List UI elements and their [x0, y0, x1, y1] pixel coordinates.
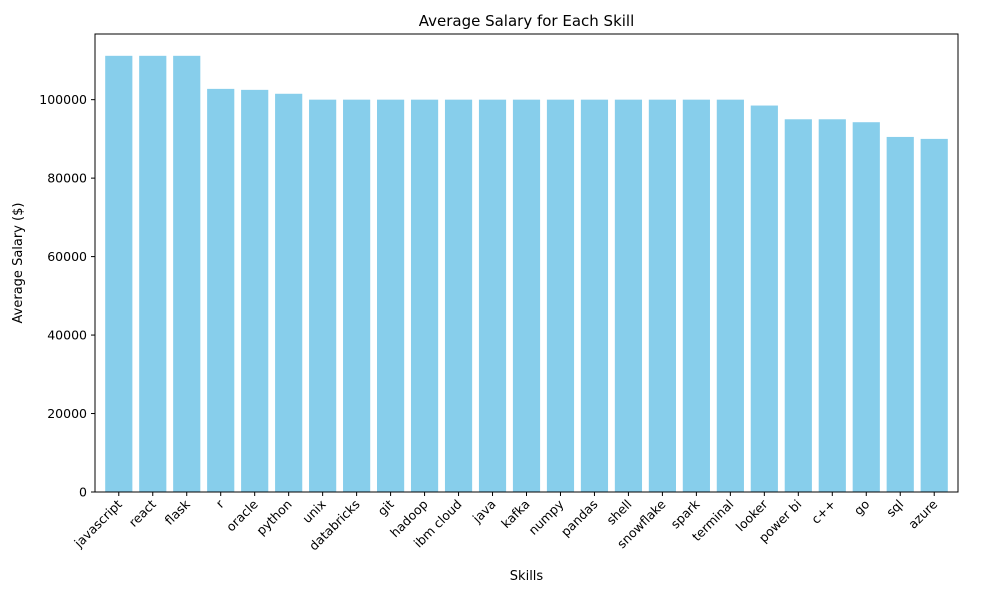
bar-databricks: [343, 99, 371, 492]
y-tick-label: 60000: [47, 249, 87, 264]
bar-go: [852, 122, 880, 492]
y-tick-label: 40000: [47, 328, 87, 343]
chart-title: Average Salary for Each Skill: [419, 12, 635, 30]
bar-ibm-cloud: [444, 99, 473, 492]
bar-terminal: [716, 99, 744, 492]
bar-javascript: [105, 55, 133, 492]
bar-python: [275, 93, 303, 492]
bar-sql: [886, 136, 914, 492]
plot-frame: [94, 33, 959, 493]
bar-numpy: [546, 99, 575, 492]
x-axis-label: Skills: [510, 569, 544, 584]
bar-react: [139, 55, 167, 492]
bar-looker: [750, 105, 778, 492]
bar-spark: [682, 99, 710, 492]
y-axis-label: Average Salary ($): [11, 203, 26, 324]
bar-r: [207, 88, 235, 492]
y-axis-ticks: 0 20000 40000 60000 80000 100000: [39, 92, 95, 500]
bar-flask: [173, 55, 201, 492]
bar-java: [478, 99, 507, 492]
bar-kafka: [512, 99, 541, 492]
y-tick-label: 0: [79, 485, 87, 500]
bar-shell: [614, 99, 643, 492]
y-tick-label: 80000: [47, 171, 87, 186]
bar-unix: [309, 99, 337, 492]
bar-hadoop: [410, 99, 439, 492]
y-tick-label: 100000: [39, 92, 87, 107]
bar-oracle: [241, 89, 269, 493]
y-tick-label: 20000: [47, 406, 87, 421]
bars-group: [105, 55, 948, 493]
bar-power-bi: [784, 119, 812, 492]
bar-snowflake: [648, 99, 676, 492]
bar-azure: [920, 138, 948, 492]
bar-c-: [818, 119, 846, 492]
bar-pandas: [580, 99, 609, 492]
bar-git: [377, 99, 405, 492]
